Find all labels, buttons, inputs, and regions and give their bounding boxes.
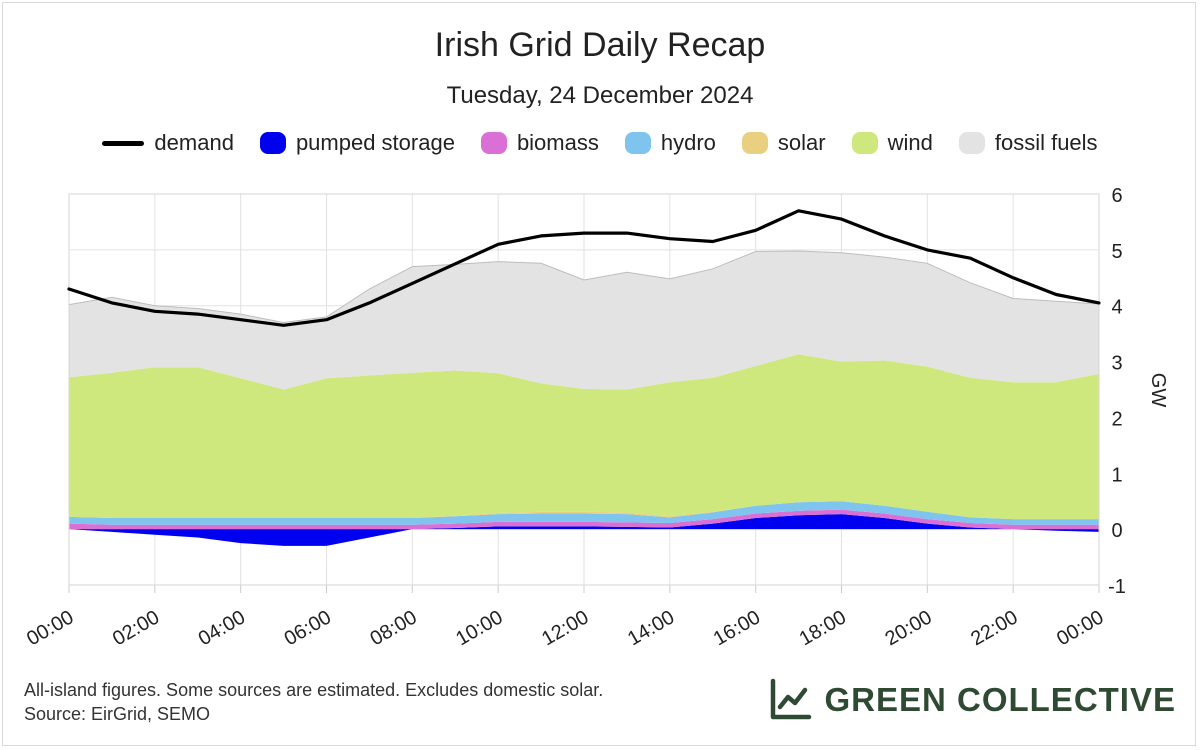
legend-item-solar[interactable]: solar — [741, 130, 826, 156]
legend-label-demand: demand — [154, 130, 234, 155]
y-tick-label: 3 — [1111, 353, 1122, 375]
x-tick-label: 12:00 — [538, 606, 592, 650]
legend-label-fossil-fuels: fossil fuels — [994, 130, 1098, 155]
y-tick-label: 2 — [1111, 408, 1122, 430]
x-tick-label: 08:00 — [366, 606, 420, 650]
x-tick-label: 04:00 — [195, 606, 249, 650]
legend-swatch-biomass — [480, 132, 507, 154]
y-tick-label: 0 — [1111, 520, 1122, 542]
line-chart-icon — [771, 678, 812, 720]
legend-label-biomass: biomass — [516, 130, 599, 155]
chart-subtitle: Tuesday, 24 December 2024 — [446, 82, 754, 109]
x-tick-label: 20:00 — [881, 606, 935, 650]
chart-legend: demand pumped storage biomass hydro sola… — [0, 130, 1200, 156]
x-tick-label: 22:00 — [967, 606, 1021, 650]
area-hydro — [69, 501, 1099, 525]
y-axis-title: GW — [1147, 373, 1169, 408]
total-generation-outline — [68, 250, 1100, 324]
legend-label-solar: solar — [777, 130, 826, 155]
y-tick-label: 5 — [1111, 241, 1122, 263]
chart-title: Irish Grid Daily Recap — [434, 26, 766, 64]
legend-item-fossil-fuels[interactable]: fossil fuels — [958, 130, 1098, 156]
legend-swatch-fossil-fuels — [958, 132, 985, 154]
area-pumped-storage — [69, 514, 1099, 546]
legend-swatch-wind — [851, 132, 878, 154]
plot-border — [68, 193, 1100, 586]
brand-name: GREEN COLLECTIVE — [824, 681, 1176, 718]
legend-swatch-pumped-storage — [259, 132, 286, 154]
y-tick-label: -1 — [1108, 576, 1126, 598]
brand-logo: GREEN COLLECTIVE — [768, 678, 1176, 722]
x-tick-label: 18:00 — [796, 606, 850, 650]
footnote-source: Source: EirGrid, SEMO — [24, 704, 211, 724]
demand-line-layer — [67, 209, 1101, 327]
demand-line — [67, 209, 1101, 327]
legend-item-pumped-storage[interactable]: pumped storage — [259, 130, 455, 156]
y-tick-label: 6 — [1111, 185, 1122, 207]
x-tick-label: 06:00 — [281, 606, 335, 650]
x-tick-label: 16:00 — [710, 606, 764, 650]
legend-item-wind[interactable]: wind — [851, 130, 933, 156]
area-wind — [69, 354, 1099, 520]
footnote-line-1: All-island figures. Some sources are est… — [24, 680, 604, 700]
stacked-areas — [68, 250, 1100, 546]
x-tick-label: 00:00 — [1053, 606, 1107, 650]
x-tick-label: 00:00 — [23, 606, 77, 650]
x-tick-label: 14:00 — [624, 606, 678, 650]
legend-item-biomass[interactable]: biomass — [480, 130, 599, 156]
area-biomass — [69, 509, 1099, 530]
legend-swatch-hydro — [624, 132, 651, 154]
legend-label-pumped-storage: pumped storage — [295, 130, 455, 155]
legend-swatch-demand — [102, 140, 145, 146]
legend-label-hydro: hydro — [660, 130, 716, 155]
legend-item-demand[interactable]: demand — [102, 130, 234, 156]
y-tick-label: 1 — [1111, 464, 1122, 486]
area-fossil-fuels — [69, 251, 1099, 390]
x-tick-label: 10:00 — [452, 606, 506, 650]
legend-label-wind: wind — [887, 130, 933, 155]
y-tick-label: 4 — [1111, 297, 1122, 319]
legend-swatch-solar — [741, 132, 768, 154]
x-tick-label: 02:00 — [109, 606, 163, 650]
footnote: All-island figures. Some sources are est… — [24, 678, 603, 726]
legend-item-hydro[interactable]: hydro — [624, 130, 716, 156]
